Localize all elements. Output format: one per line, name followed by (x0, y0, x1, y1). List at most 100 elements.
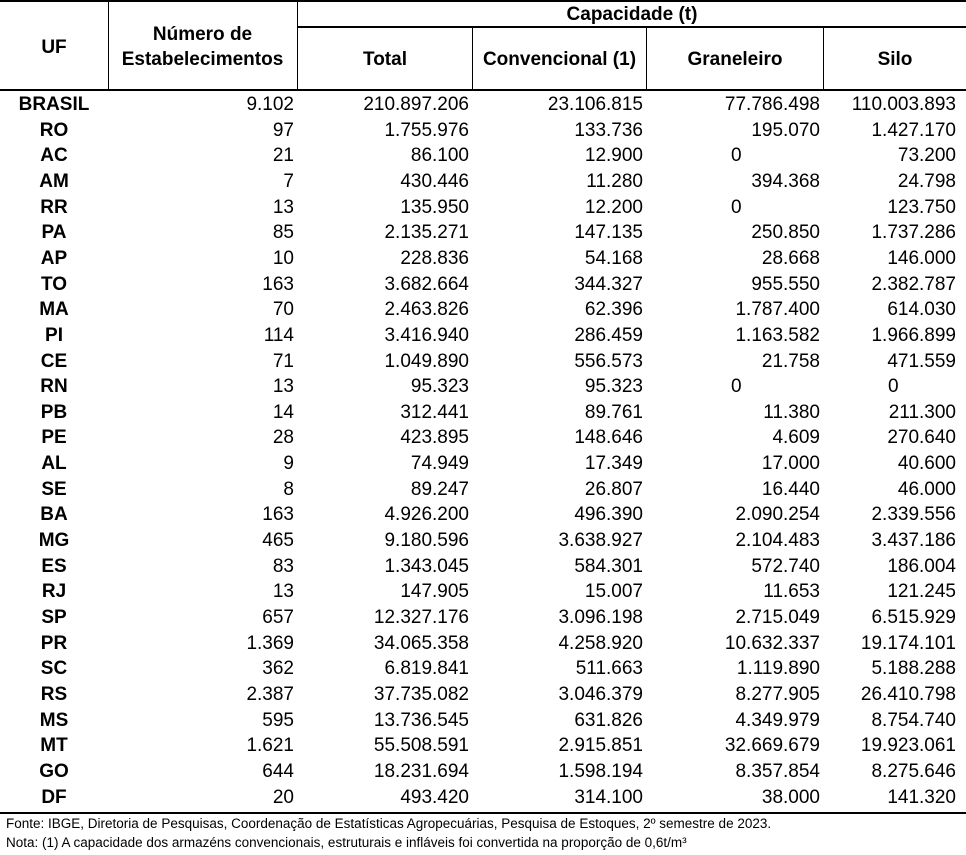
graneleiro-cell: 28.668 (761, 247, 820, 269)
graneleiro-cell: 4.349.979 (735, 709, 820, 731)
table-row: TO 163 3.682.664 344.327 955.550 2.382.787 (0, 272, 966, 298)
uf-cell: RS (40, 683, 68, 705)
table-row: AC 21 86.100 12.900 0 73.200 (0, 143, 966, 169)
graneleiro-cell: 0 (731, 196, 742, 218)
total-cell: 147.905 (400, 581, 469, 603)
graneleiro-cell: 11.653 (763, 581, 820, 603)
silo-cell: 8.275.646 (871, 760, 956, 782)
convencional-cell: 95.323 (584, 376, 643, 398)
silo-cell: 6.515.929 (871, 607, 956, 628)
header-bottom-rule (0, 89, 966, 91)
estab-cell: 2.387 (246, 683, 294, 705)
estab-cell: 85 (272, 222, 294, 244)
uf-cell: GO (39, 760, 69, 782)
uf-cell: AC (40, 145, 68, 167)
estab-cell: 595 (262, 709, 294, 731)
convencional-cell: 15.007 (584, 581, 643, 603)
convencional-cell: 89.761 (584, 401, 643, 423)
estab-cell: 465 (262, 530, 294, 552)
table-row: PI 114 3.416.940 286.459 1.163.582 1.966.899 (0, 323, 966, 349)
total-cell: 13.736.545 (373, 709, 469, 731)
convencional-cell: 556.573 (574, 350, 643, 372)
silo-cell: 5.188.288 (871, 658, 956, 680)
silo-cell: 2.382.787 (871, 273, 956, 295)
convencional-cell: 54.168 (584, 247, 643, 269)
silo-cell: 24.798 (897, 170, 956, 192)
estab-cell: 1.369 (246, 632, 294, 654)
total-cell: 423.895 (400, 427, 469, 449)
estab-cell: 13 (272, 376, 294, 398)
graneleiro-cell: 21.758 (761, 350, 820, 372)
estab-cell: 71 (272, 350, 294, 372)
uf-cell: PE (41, 427, 67, 449)
silo-cell: 110.003.893 (851, 94, 956, 115)
vline-2 (297, 0, 298, 90)
table-row: AP 10 228.836 54.168 28.668 146.000 (0, 246, 966, 272)
header-estab-line2: Estabelecimentos (121, 49, 284, 70)
convencional-cell: 12.200 (584, 196, 643, 218)
total-cell: 2.135.271 (384, 222, 469, 244)
total-cell: 493.420 (400, 786, 469, 808)
silo-cell: 8.754.740 (871, 709, 956, 731)
convencional-cell: 3.046.379 (558, 683, 643, 705)
uf-cell: SE (41, 478, 67, 500)
graneleiro-cell: 1.163.582 (735, 324, 820, 346)
bottom-rule (0, 812, 966, 814)
header-total: Total (363, 49, 407, 70)
total-cell: 55.508.591 (373, 735, 469, 757)
estab-cell: 97 (272, 119, 294, 141)
total-cell: 1.049.890 (384, 350, 469, 372)
table-row: GO 644 18.231.694 1.598.194 8.357.854 8.275.6… (0, 759, 966, 785)
total-cell: 74.949 (410, 453, 469, 475)
table-row: BRASIL 9.102 210.897.206 23.106.815 77.786.4… (0, 92, 966, 118)
silo-cell: 146.000 (887, 247, 956, 269)
table-row: RR 13 135.950 12.200 0 123.750 (0, 195, 966, 221)
uf-cell: CE (40, 350, 68, 372)
footnote: Nota: (1) A capacidade dos armazéns conv… (6, 835, 687, 850)
header-silo: Silo (877, 49, 913, 70)
silo-cell: 73.200 (897, 145, 956, 167)
graneleiro-cell: 38.000 (761, 786, 820, 808)
convencional-cell: 17.349 (584, 453, 643, 475)
table-row: PR 1.369 34.065.358 4.258.920 10.632.337 19.1… (0, 631, 966, 657)
total-cell: 2.463.826 (384, 299, 469, 321)
total-cell: 4.926.200 (384, 504, 469, 526)
graneleiro-cell: 17.000 (761, 453, 820, 475)
convencional-cell: 4.258.920 (558, 632, 643, 654)
total-cell: 6.819.841 (384, 658, 469, 680)
silo-cell: 1.737.286 (871, 222, 956, 244)
vline-3 (472, 27, 473, 90)
silo-cell: 123.750 (887, 196, 956, 218)
total-cell: 34.065.358 (373, 632, 469, 654)
top-rule (0, 0, 966, 2)
total-cell: 430.446 (400, 170, 469, 192)
estab-cell: 13 (272, 581, 294, 603)
table-row: BA 163 4.926.200 496.390 2.090.254 2.339.556 (0, 502, 966, 528)
total-cell: 9.180.596 (384, 530, 469, 552)
total-cell: 1.343.045 (384, 555, 469, 577)
convencional-cell: 511.663 (575, 658, 643, 680)
silo-cell: 2.339.556 (871, 504, 956, 526)
convencional-cell: 286.459 (574, 324, 643, 346)
table-row: AL 9 74.949 17.349 17.000 40.600 (0, 451, 966, 477)
total-cell: 312.441 (400, 401, 469, 423)
silo-cell: 121.245 (887, 581, 956, 603)
uf-cell: PB (40, 401, 68, 423)
source-note: Fonte: IBGE, Diretoria de Pesquisas, Coo… (6, 816, 772, 831)
estab-cell: 21 (272, 145, 294, 167)
uf-cell: ES (41, 555, 67, 577)
silo-cell: 3.437.186 (871, 530, 956, 552)
silo-cell: 1.427.170 (871, 119, 956, 141)
total-cell: 37.735.082 (373, 683, 469, 705)
estab-cell: 8 (283, 478, 294, 500)
convencional-cell: 3.096.198 (558, 607, 643, 628)
estab-cell: 9.102 (246, 94, 294, 115)
graneleiro-cell: 250.850 (751, 222, 820, 244)
estab-cell: 7 (283, 170, 294, 192)
uf-cell: TO (40, 273, 68, 295)
table-row: PB 14 312.441 89.761 11.380 211.300 (0, 400, 966, 426)
header-graneleiro: Graneleiro (687, 49, 783, 70)
convencional-cell: 62.396 (584, 299, 643, 321)
graneleiro-cell: 2.104.483 (735, 530, 820, 552)
estab-cell: 70 (272, 299, 294, 321)
